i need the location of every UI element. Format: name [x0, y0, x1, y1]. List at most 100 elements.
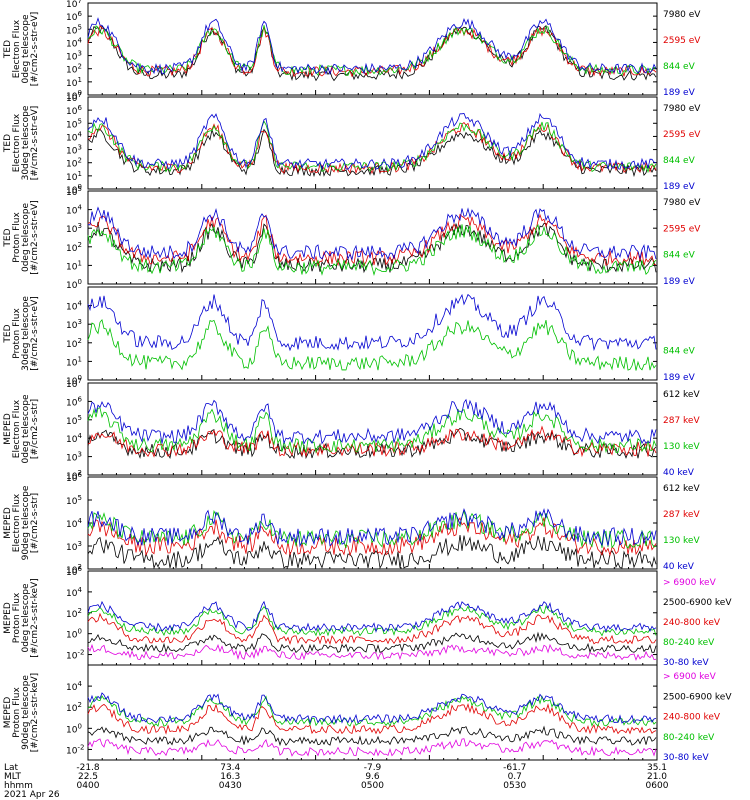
y-tick-label: 105	[66, 494, 82, 507]
y-tick-label: 10-2	[66, 743, 84, 756]
legend-entry: 80-240 keV	[663, 733, 715, 743]
x-tick-mlt: 0.7	[508, 772, 522, 782]
y-tick-label: 104	[66, 517, 82, 530]
x-tick-hhmm: 0500	[361, 781, 384, 791]
y-axis-label: TEDElectron Flux30deg telescope[#/cm2-s-…	[3, 105, 40, 180]
y-tick-label: 100	[66, 628, 82, 641]
series-line	[87, 631, 657, 654]
series-line	[87, 24, 657, 82]
legend-entry: 80-240 keV	[663, 638, 715, 648]
y-tick-label: 104	[66, 36, 82, 49]
x-tick-mlt: 22.5	[78, 772, 98, 782]
series-line	[87, 407, 657, 454]
legend-entry: 287 keV	[663, 416, 700, 426]
y-axis-label: MEPEDProton Flux90deg telescope[#/cm2-s-…	[3, 673, 40, 752]
x-tick-lat: -7.9	[364, 763, 382, 773]
legend-entry: 612 keV	[663, 390, 700, 400]
legend-entry: 7980 eV	[663, 10, 701, 20]
series-line	[87, 695, 657, 727]
series-line	[87, 600, 657, 634]
y-tick-label: 102	[66, 63, 82, 76]
series-line	[87, 643, 657, 661]
y-tick-label: 106	[66, 104, 82, 117]
panel-frame	[87, 96, 658, 190]
x-tick-hhmm: 0600	[646, 781, 669, 791]
panel-frame	[87, 286, 658, 381]
y-tick-label: 104	[66, 432, 82, 445]
y-tick-label: 104	[66, 204, 82, 217]
legend-entry: 844 eV	[663, 156, 696, 166]
series-line	[87, 425, 657, 458]
y-tick-label: 101	[66, 259, 82, 272]
y-tick-label: 101	[66, 76, 82, 89]
series-line	[87, 738, 657, 757]
legend-entry: 130 keV	[663, 536, 700, 546]
series-line	[87, 113, 657, 171]
legend-entry: 240-800 keV	[663, 713, 721, 723]
legend-entry: 844 eV	[663, 251, 696, 261]
y-tick-label: 102	[66, 241, 82, 254]
x-tick-hhmm: 0430	[219, 781, 242, 791]
series-line	[87, 604, 657, 637]
legend-entry: 2595 eV	[663, 224, 701, 234]
y-tick-label: 105	[66, 117, 82, 130]
y-tick-label: 101	[66, 355, 82, 368]
series-line	[87, 17, 657, 76]
legend-entry: 189 eV	[663, 277, 696, 287]
y-tick-label: 105	[66, 23, 82, 36]
series-line	[87, 319, 657, 371]
legend-entry: 189 eV	[663, 182, 696, 192]
y-tick-label: 102	[66, 337, 82, 350]
y-axis-label: MEPEDProton Flux0deg telescope[#/cm2-s-s…	[3, 578, 40, 657]
y-tick-label: 101	[66, 170, 82, 183]
y-axis-label: MEPEDElectron Flux0deg telescope[#/cm2-s…	[3, 394, 40, 464]
legend-entry: 40 keV	[663, 562, 695, 572]
legend-entry: 287 keV	[663, 510, 700, 520]
series-line	[87, 398, 657, 445]
y-tick-label: 105	[66, 414, 82, 427]
y-tick-label: 103	[66, 222, 82, 235]
y-tick-label: 103	[66, 451, 82, 464]
y-tick-label: 106	[66, 10, 82, 23]
y-tick-label: 100	[66, 722, 82, 735]
x-tick-hhmm: 0530	[503, 781, 526, 791]
series-line	[87, 534, 657, 570]
series-line	[87, 703, 657, 735]
panel-frame	[87, 382, 658, 476]
y-tick-label: 100	[66, 278, 82, 291]
legend-entry: 40 keV	[663, 468, 695, 478]
panel-frame	[87, 2, 658, 96]
y-tick-label: 103	[66, 50, 82, 63]
y-tick-label: 103	[66, 144, 82, 157]
x-row-label: MLT	[4, 772, 22, 782]
y-tick-label: 103	[66, 318, 82, 331]
legend-entry: > 6900 keV	[663, 672, 717, 682]
x-row-label: 2021 Apr 26	[4, 790, 60, 800]
y-tick-label: 104	[66, 680, 82, 693]
series-line	[87, 725, 657, 747]
y-axis-label: TEDElectron Flux0deg telescope[#/cm2-s-s…	[3, 12, 40, 87]
legend-entry: 2500-6900 keV	[663, 692, 732, 702]
y-tick-label: 106	[66, 395, 82, 408]
y-axis-label: MEPEDElectron Flux90deg telescope[#/cm2-…	[3, 485, 40, 560]
legend-entry: 240-800 keV	[663, 618, 721, 628]
series-line	[87, 509, 657, 549]
y-tick-label: 10-2	[66, 649, 84, 662]
y-tick-label: 104	[66, 130, 82, 143]
legend-entry: 189 eV	[663, 88, 696, 98]
y-axis-label: TEDProton Flux30deg telescope[#/cm2-s-st…	[3, 296, 40, 371]
legend-entry: 189 eV	[663, 373, 696, 383]
y-tick-label: 104	[66, 300, 82, 313]
legend-entry: 844 eV	[663, 347, 696, 357]
legend-entry: 612 keV	[663, 484, 700, 494]
legend-entry: 844 eV	[663, 62, 696, 72]
y-axis-label: TEDProton Flux0deg telescope[#/cm2-s-str…	[3, 200, 40, 275]
x-tick-lat: 73.4	[220, 763, 240, 773]
series-line	[87, 612, 657, 646]
series-line	[87, 24, 657, 78]
